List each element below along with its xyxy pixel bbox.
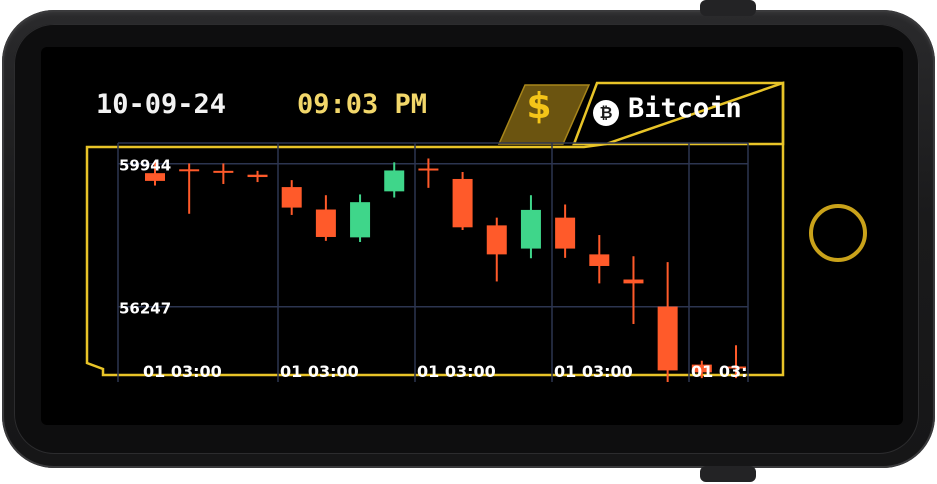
y-tick-label: 56247 [119, 300, 171, 318]
coin-frame [572, 81, 785, 146]
time-display: 09:03 PM [297, 89, 428, 120]
chart-labels: 59944 56247 01 03:00 01 03:00 01 03:00 01 03:… [119, 157, 748, 381]
candle-body [213, 170, 234, 173]
candle-body [179, 169, 200, 172]
hud-frame [85, 81, 785, 377]
candle [350, 194, 371, 243]
candle [623, 256, 644, 324]
candle [555, 204, 576, 258]
candle-body [452, 178, 473, 228]
candle-body [418, 168, 439, 171]
candle-body [281, 187, 302, 208]
candle-body [589, 254, 610, 266]
candle [418, 158, 439, 188]
candle [657, 262, 678, 382]
candle [452, 172, 473, 231]
candle [213, 163, 234, 184]
display-screen: 10-09-24 09:03 PM $ ₿ Bitcoin 59944 56247… [41, 47, 903, 425]
candle-body [691, 364, 712, 373]
y-tick-label: 59944 [119, 157, 171, 175]
candle-body [145, 173, 165, 181]
candle-body [555, 217, 576, 249]
x-tick-label: 01 03: [691, 362, 748, 381]
currency-plate [497, 84, 591, 145]
dollar-icon: $ [526, 86, 552, 127]
candle [281, 180, 302, 215]
date-display: 10-09-24 [96, 89, 227, 120]
chart-grid [117, 142, 749, 382]
candle [486, 217, 507, 282]
top-button[interactable] [700, 0, 756, 16]
bitcoin-icon: ₿ [593, 100, 619, 126]
candle-body [384, 170, 405, 192]
candle [589, 235, 610, 284]
candle [384, 162, 405, 198]
x-tick-label: 01 03:00 [417, 362, 496, 381]
chart-frame [85, 81, 785, 377]
candle-body [350, 202, 371, 238]
candle [179, 163, 200, 214]
home-button[interactable] [809, 204, 867, 262]
x-tick-label: 01 03:00 [554, 362, 633, 381]
candlestick-chart: 59944 56247 01 03:00 01 03:00 01 03:00 01 03:… [117, 142, 749, 382]
coin-name: Bitcoin [628, 93, 742, 124]
candle [726, 345, 746, 379]
candle-body [486, 225, 507, 255]
chart-candles [145, 158, 746, 382]
candle [520, 195, 541, 259]
candle-body [657, 306, 678, 371]
candle-body [726, 366, 746, 369]
x-tick-label: 01 03:00 [143, 362, 222, 381]
x-tick-label: 01 03:00 [280, 362, 359, 381]
candle-body [623, 279, 644, 284]
candle [145, 160, 165, 186]
candle-body [315, 209, 336, 237]
candle [247, 170, 268, 183]
candle [315, 195, 336, 241]
bottom-button[interactable] [700, 466, 756, 482]
candle [691, 360, 712, 379]
candle-body [247, 174, 268, 178]
candle-body [520, 209, 541, 249]
